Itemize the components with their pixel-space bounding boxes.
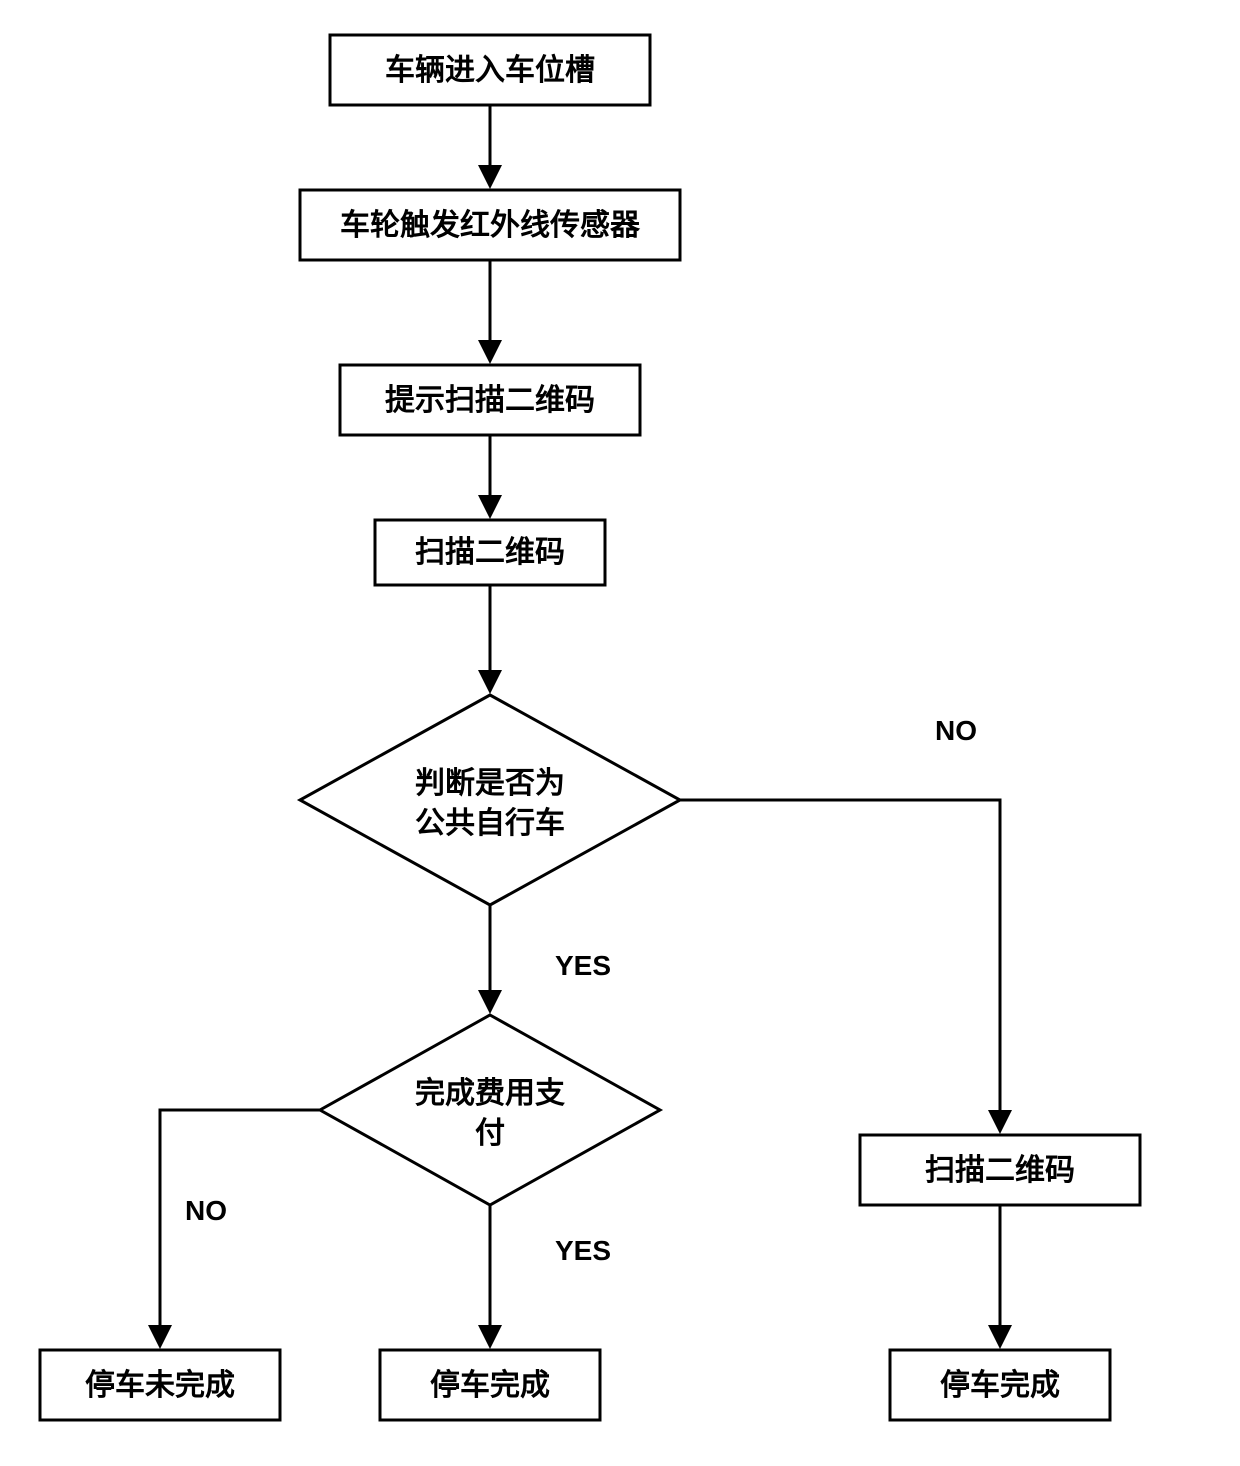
result-done-center-label: 停车完成 [430,1368,550,1402]
node-trigger-sensor-label: 车轮触发红外线传感器 [340,208,641,242]
node-enter-slot-label: 车辆进入车位槽 [385,53,595,87]
edge-d1-no [680,800,1000,1130]
node-scan-qr-right-label: 扫描二维码 [925,1154,1075,1187]
decision-is-public-bike-line2: 公共自行车 [415,806,565,840]
decision-payment-done-line1: 完成费用支 [415,1076,565,1110]
node-prompt-scan-label: 提示扫描二维码 [385,384,595,417]
edge-d2-no-label: NO [185,1195,227,1226]
decision-payment-done-line2: 付 [475,1117,505,1150]
edge-d2-no [160,1110,320,1345]
result-done-right-label: 停车完成 [940,1368,1060,1402]
decision-is-public-bike [300,695,680,905]
result-not-done-label: 停车未完成 [85,1368,235,1402]
node-scan-qr-label: 扫描二维码 [415,536,565,569]
edge-d1-yes-label: YES [555,950,611,981]
edge-d2-yes-label: YES [555,1235,611,1266]
edge-d1-no-label: NO [935,715,977,746]
flowchart-canvas: 车辆进入车位槽 车轮触发红外线传感器 提示扫描二维码 扫描二维码 判断是否为 公… [0,0,1240,1466]
decision-is-public-bike-line1: 判断是否为 [415,767,565,800]
decision-payment-done [320,1015,660,1205]
